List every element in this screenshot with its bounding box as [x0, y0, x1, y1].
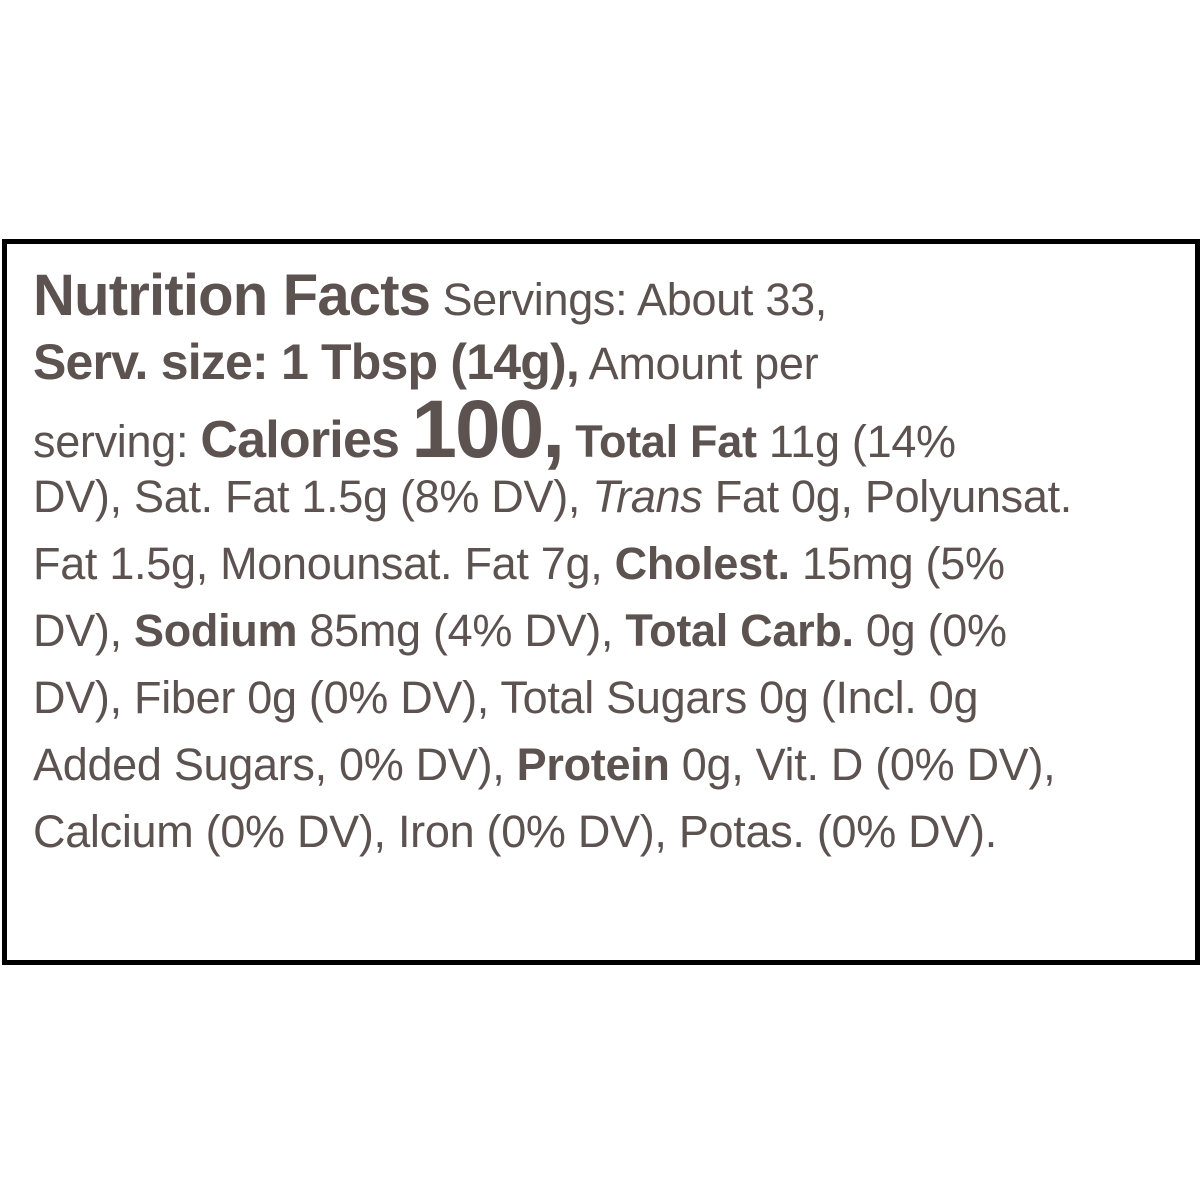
line-4: DV), Sat. Fat 1.5g (8% DV), Trans Fat 0g… — [33, 463, 1173, 530]
sodium-label: Sodium — [134, 605, 298, 656]
cholest-label: Cholest. — [614, 538, 790, 589]
sat-fat-text: DV), Sat. Fat 1.5g (8% DV), — [33, 471, 581, 522]
cholest-value: 15mg (5% — [801, 538, 1005, 589]
added-sugars-text: Added Sugars, 0% DV), — [33, 739, 505, 790]
total-carb-value: 0g (0% — [865, 605, 1007, 656]
fat-detail-text: Fat 1.5g, Monounsat. Fat 7g, — [33, 538, 603, 589]
total-fat-label: Total Fat — [575, 416, 757, 467]
line-2: Serv. size: 1 Tbsp (14g), Amount per — [33, 329, 1173, 396]
amount-per-text: Amount per — [588, 338, 819, 389]
servings-text: Servings: About 33, — [442, 274, 827, 325]
calories-value: 100, — [411, 384, 565, 475]
line-9: Calcium (0% DV), Iron (0% DV), Potas. (0… — [33, 798, 1173, 865]
line-8: Added Sugars, 0% DV), Protein 0g, Vit. D… — [33, 731, 1173, 798]
nutrition-facts-panel: Nutrition Facts Servings: About 33, Serv… — [2, 239, 1200, 965]
protein-label: Protein — [516, 739, 670, 790]
fiber-sugars-text: DV), Fiber 0g (0% DV), Total Sugars 0g (… — [33, 672, 979, 723]
serving-text: serving: — [33, 416, 189, 467]
line-3: serving: Calories 100, Total Fat 11g (14… — [33, 389, 1173, 471]
cholest-dv-text: DV), — [33, 605, 122, 656]
protein-value: 0g, Vit. D (0% DV), — [681, 739, 1056, 790]
serving-size: Serv. size: 1 Tbsp (14g), — [33, 334, 580, 390]
line-5: Fat 1.5g, Monounsat. Fat 7g, Cholest. 15… — [33, 530, 1173, 597]
calories-label: Calories — [200, 411, 400, 469]
total-carb-label: Total Carb. — [625, 605, 854, 656]
sodium-value: 85mg (4% DV), — [309, 605, 614, 656]
line-6: DV), Sodium 85mg (4% DV), Total Carb. 0g… — [33, 597, 1173, 664]
nutrition-facts-title: Nutrition Facts — [33, 263, 431, 328]
line-7: DV), Fiber 0g (0% DV), Total Sugars 0g (… — [33, 664, 1173, 731]
trans-label: Trans — [592, 471, 703, 522]
line-1: Nutrition Facts Servings: About 33, — [33, 262, 1173, 329]
nutrition-facts-text: Nutrition Facts Servings: About 33, Serv… — [33, 262, 1173, 865]
total-fat-value: 11g (14% — [768, 416, 956, 467]
trans-value: Fat 0g, Polyunsat. — [714, 471, 1073, 522]
minerals-text: Calcium (0% DV), Iron (0% DV), Potas. (0… — [33, 806, 997, 857]
